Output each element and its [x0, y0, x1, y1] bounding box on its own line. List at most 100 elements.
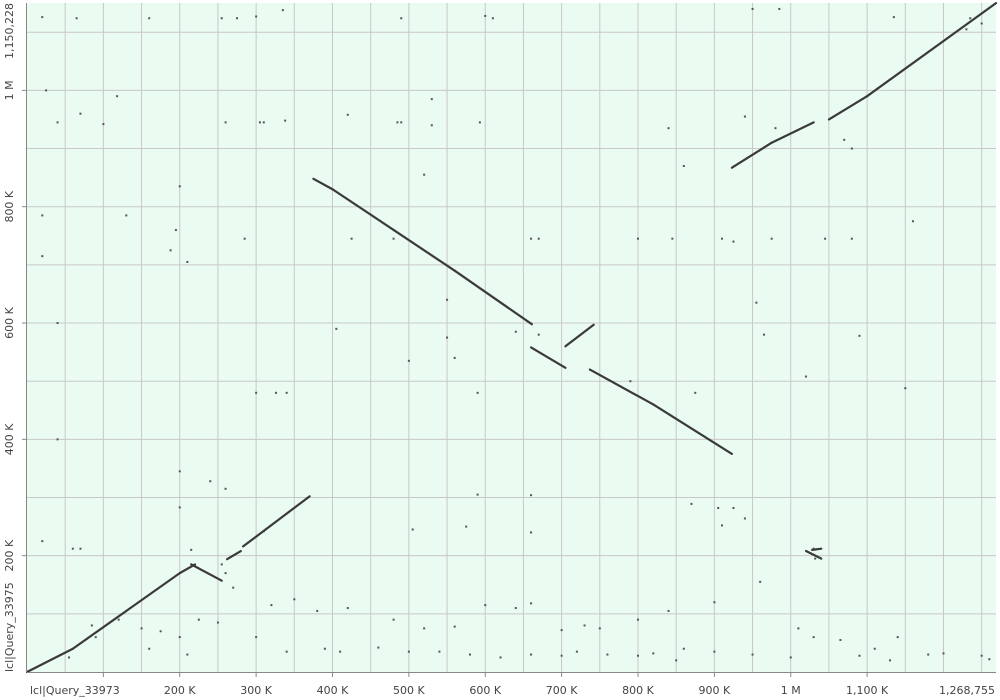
scatter-point [159, 630, 162, 633]
scatter-point [751, 653, 754, 656]
scatter-point [285, 650, 288, 653]
scatter-point [873, 647, 876, 650]
scatter-point [293, 598, 296, 601]
x-tick-label: 500 K [393, 684, 425, 697]
scatter-point [392, 618, 395, 621]
scatter-point [843, 138, 846, 141]
scatter-point [45, 89, 48, 92]
scatter-point [904, 387, 907, 390]
scatter-point [721, 237, 724, 240]
scatter-point [79, 112, 82, 115]
alignment-segment [804, 549, 823, 560]
scatter-point [805, 375, 808, 378]
scatter-point [606, 653, 609, 656]
scatter-point [514, 607, 517, 610]
scatter-point [232, 586, 235, 589]
x-tick-label: 200 K [164, 684, 196, 697]
scatter-point [892, 16, 895, 19]
alignment-segment [25, 647, 74, 674]
alignment-segment [312, 177, 334, 191]
y-tick-label: 600 K [3, 306, 16, 338]
scatter-point [186, 653, 189, 656]
scatter-point [41, 255, 44, 258]
scatter-point [530, 602, 533, 605]
scatter-point [896, 636, 899, 639]
scatter-point [824, 237, 827, 240]
scatter-point [476, 391, 479, 394]
scatter-point [636, 237, 639, 240]
y-tick-label: 800 K [3, 190, 16, 222]
scatter-point [911, 220, 914, 223]
scatter-point [178, 636, 181, 639]
scatter-point [850, 237, 853, 240]
alignment-segment [866, 2, 998, 98]
scatter-point [889, 659, 892, 662]
scatter-point [285, 391, 288, 394]
scatter-point [79, 547, 82, 550]
scatter-point [190, 548, 193, 551]
scatter-point [839, 639, 842, 642]
scatter-point [980, 22, 983, 25]
scatter-point [174, 228, 177, 231]
scatter-point [407, 359, 410, 362]
alignment-segment [564, 323, 595, 348]
scatter-point [169, 249, 172, 252]
alignment-segment [770, 121, 815, 144]
x-tick-label: 1,100 K [846, 684, 889, 697]
scatter-point [350, 237, 353, 240]
scatter-point [224, 121, 227, 124]
scatter-point [41, 16, 44, 19]
scatter-point [560, 654, 563, 657]
scatter-point [117, 618, 120, 621]
x-tick-label: 1 M [781, 684, 801, 697]
scatter-point [56, 438, 59, 441]
scatter-point [220, 563, 223, 566]
scatter-point [446, 336, 449, 339]
scatter-point [323, 647, 326, 650]
x-axis-end-label: 1,268,755 [939, 684, 995, 697]
scatter-point [209, 480, 212, 483]
scatter-point [148, 17, 151, 20]
scatter-point [335, 327, 338, 330]
alignment-segment [652, 403, 734, 455]
alignment-segments [25, 2, 998, 674]
y-tick-label: 400 K [3, 423, 16, 455]
scatter-point [407, 650, 410, 653]
scatter-point [411, 528, 414, 531]
scatter-point [717, 506, 720, 509]
scatter-point [430, 98, 433, 101]
scatter-point [812, 636, 815, 639]
scatter-point [216, 621, 219, 624]
y-tick-label: 1 M [3, 80, 16, 100]
scatter-point [713, 650, 716, 653]
x-tick-label: 700 K [546, 684, 578, 697]
scatter-point [755, 301, 758, 304]
x-tick-label: 400 K [317, 684, 349, 697]
alignment-segment [588, 368, 655, 406]
scatter-point [258, 121, 261, 124]
scatter-point [178, 506, 181, 509]
scatter-point [575, 650, 578, 653]
scatter-point [682, 164, 685, 167]
scatter-point [178, 185, 181, 188]
x-axis-ticks: 200 K 300 K 400 K 500 K 600 K 700 K 800 K 900 K… [102, 672, 889, 697]
scatter-point [90, 624, 93, 627]
scatter-point [446, 298, 449, 301]
scatter-point [236, 17, 239, 20]
scatter-point [721, 524, 724, 527]
scatter-point [537, 333, 540, 336]
scatter-point [797, 627, 800, 630]
scatter-point [377, 646, 380, 649]
scatter-point [392, 237, 395, 240]
scatter-point [262, 121, 265, 124]
scatter-point [116, 95, 119, 98]
gridlines [27, 3, 996, 672]
y-axis-end-label: 1,150,228 [3, 3, 16, 59]
scatter-point [530, 494, 533, 497]
scatter-point [243, 237, 246, 240]
scatter-point [71, 547, 74, 550]
plot-area-background [27, 3, 996, 672]
scatter-point [56, 121, 59, 124]
x-tick-label: 900 K [699, 684, 731, 697]
